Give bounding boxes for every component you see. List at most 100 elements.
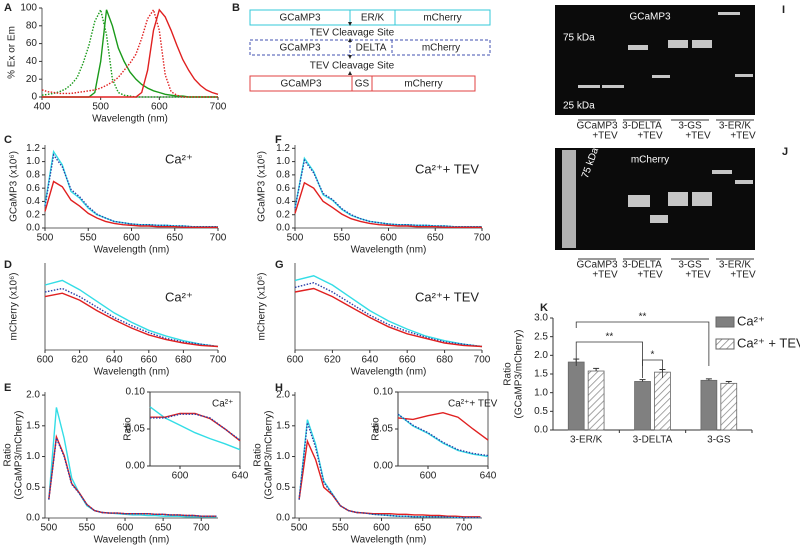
y-tick-label: 1.5 — [534, 369, 548, 380]
lane-label: GCaMP3 — [576, 260, 618, 271]
x-tick-label: 660 — [399, 355, 416, 366]
cleavage-arrow — [348, 55, 352, 75]
x-tick-label: 700 — [474, 233, 491, 244]
legend-label: Ca²⁺ + TEV — [737, 335, 800, 350]
lane-label: 3-GS — [678, 260, 702, 271]
construct-domain: DELTA — [356, 43, 387, 54]
lane-label: GCaMP3 — [576, 121, 618, 132]
annotation: Ca²⁺+ TEV — [415, 161, 479, 176]
y-tick-label: 60 — [26, 38, 38, 49]
x-tick-label: 550 — [80, 233, 97, 244]
y-tick-label: 0.5 — [26, 482, 40, 493]
marker-label: 25 kDa — [563, 101, 595, 112]
x-tick-label: 640 — [232, 471, 249, 482]
legend-swatch — [715, 338, 735, 350]
legend-label: Ca²⁺ — [737, 313, 765, 328]
y-tick-label: 2.0 — [276, 390, 290, 401]
y-tick-label: 0.0 — [26, 223, 40, 234]
y-axis-label: Ratio — [3, 443, 14, 467]
data-line — [294, 181, 482, 228]
y-tick-label: 40 — [26, 56, 38, 67]
bar — [700, 379, 718, 431]
annotation: Ca²⁺ — [165, 289, 193, 304]
lane-label: 3-ER/K — [719, 121, 752, 132]
construct-domain: mCherry — [423, 13, 461, 24]
panel-letter: H — [275, 382, 283, 394]
y-tick-label: 1.5 — [26, 420, 40, 431]
gel-band — [668, 40, 688, 48]
x-tick-label: 3-GS — [707, 435, 731, 446]
y-axis-label: Ratio — [253, 443, 264, 467]
construct-box — [249, 75, 476, 92]
x-tick-label: 600 — [373, 523, 390, 534]
bar — [720, 382, 738, 431]
gel-band — [578, 85, 600, 88]
x-tick-label: 620 — [71, 355, 88, 366]
panel-letter: I — [782, 4, 785, 16]
y-tick-label: 20 — [26, 74, 38, 85]
y-tick-label: 0.4 — [26, 196, 40, 207]
gel-title: GCaMP3 — [629, 12, 671, 23]
data-line — [48, 435, 217, 517]
x-axis-label: Wavelength (nm) — [351, 535, 427, 546]
y-tick-label: 1.0 — [276, 451, 290, 462]
y-axis-label: (GCaMP3/mCherry) — [14, 411, 25, 500]
data-line — [42, 9, 218, 98]
gel-band — [668, 192, 688, 206]
construct-domain: GCaMP3 — [279, 13, 321, 24]
x-tick-label: 640 — [106, 355, 123, 366]
y-tick-label: 1.0 — [26, 451, 40, 462]
y-tick-label: 3.0 — [534, 313, 548, 324]
x-tick-label: 3-DELTA — [633, 435, 673, 446]
x-tick-label: 620 — [324, 355, 341, 366]
x-tick-label: 600 — [37, 355, 54, 366]
marker-label: 75 kDa — [563, 33, 595, 44]
x-axis-label: Wavelength (nm) — [94, 367, 170, 378]
data-line — [397, 411, 489, 441]
y-tick-label: 1.0 — [26, 156, 40, 167]
cleavage-label: TEV Cleavage Site — [310, 28, 395, 39]
construct-domain: mCherry — [404, 79, 442, 90]
data-line — [44, 287, 219, 348]
data-line — [44, 180, 218, 228]
x-tick-label: 550 — [333, 233, 350, 244]
y-axis-label: (GCaMP3/mCherry) — [514, 330, 525, 419]
y-tick-label: 2.5 — [534, 331, 548, 342]
lane-label: 3-GS — [678, 121, 702, 132]
lane-label: 3-DELTA — [622, 260, 662, 271]
data-line — [48, 407, 217, 518]
data-line — [294, 281, 483, 348]
x-tick-label: 600 — [380, 233, 397, 244]
y-tick-label: 1.2 — [276, 143, 290, 154]
x-tick-label: 500 — [37, 233, 54, 244]
y-tick-label: 1.5 — [276, 420, 290, 431]
lane-label: 3-DELTA — [622, 121, 662, 132]
y-axis-label: Ratio — [123, 417, 134, 441]
panel-letter: B — [232, 2, 240, 14]
x-tick-label: 600 — [172, 471, 189, 482]
x-tick-label: 700 — [474, 355, 491, 366]
y-axis-label: Ratio — [503, 362, 514, 386]
y-axis-label: mCherry (x10⁶) — [257, 272, 268, 340]
panel-letter: E — [4, 382, 11, 394]
gel-band — [628, 45, 648, 50]
lane-label: +TEV — [637, 270, 663, 281]
y-tick-label: 0.5 — [276, 482, 290, 493]
cleavage-label: TEV Cleavage Site — [310, 61, 395, 72]
x-tick-label: 500 — [291, 523, 308, 534]
gel-image — [555, 148, 755, 250]
y-tick-label: 0.05 — [126, 424, 146, 435]
y-tick-label: 0.10 — [374, 387, 394, 398]
data-line — [44, 153, 218, 228]
x-tick-label: 600 — [287, 355, 304, 366]
y-tick-label: 0.8 — [276, 170, 290, 181]
data-line — [44, 279, 219, 348]
gel-band — [735, 180, 753, 184]
panel-letter: A — [4, 2, 12, 14]
construct-box — [249, 9, 491, 26]
lane-label: +TEV — [592, 270, 618, 281]
gel-band — [735, 74, 753, 77]
bar — [654, 371, 671, 431]
x-tick-label: 650 — [155, 523, 172, 534]
